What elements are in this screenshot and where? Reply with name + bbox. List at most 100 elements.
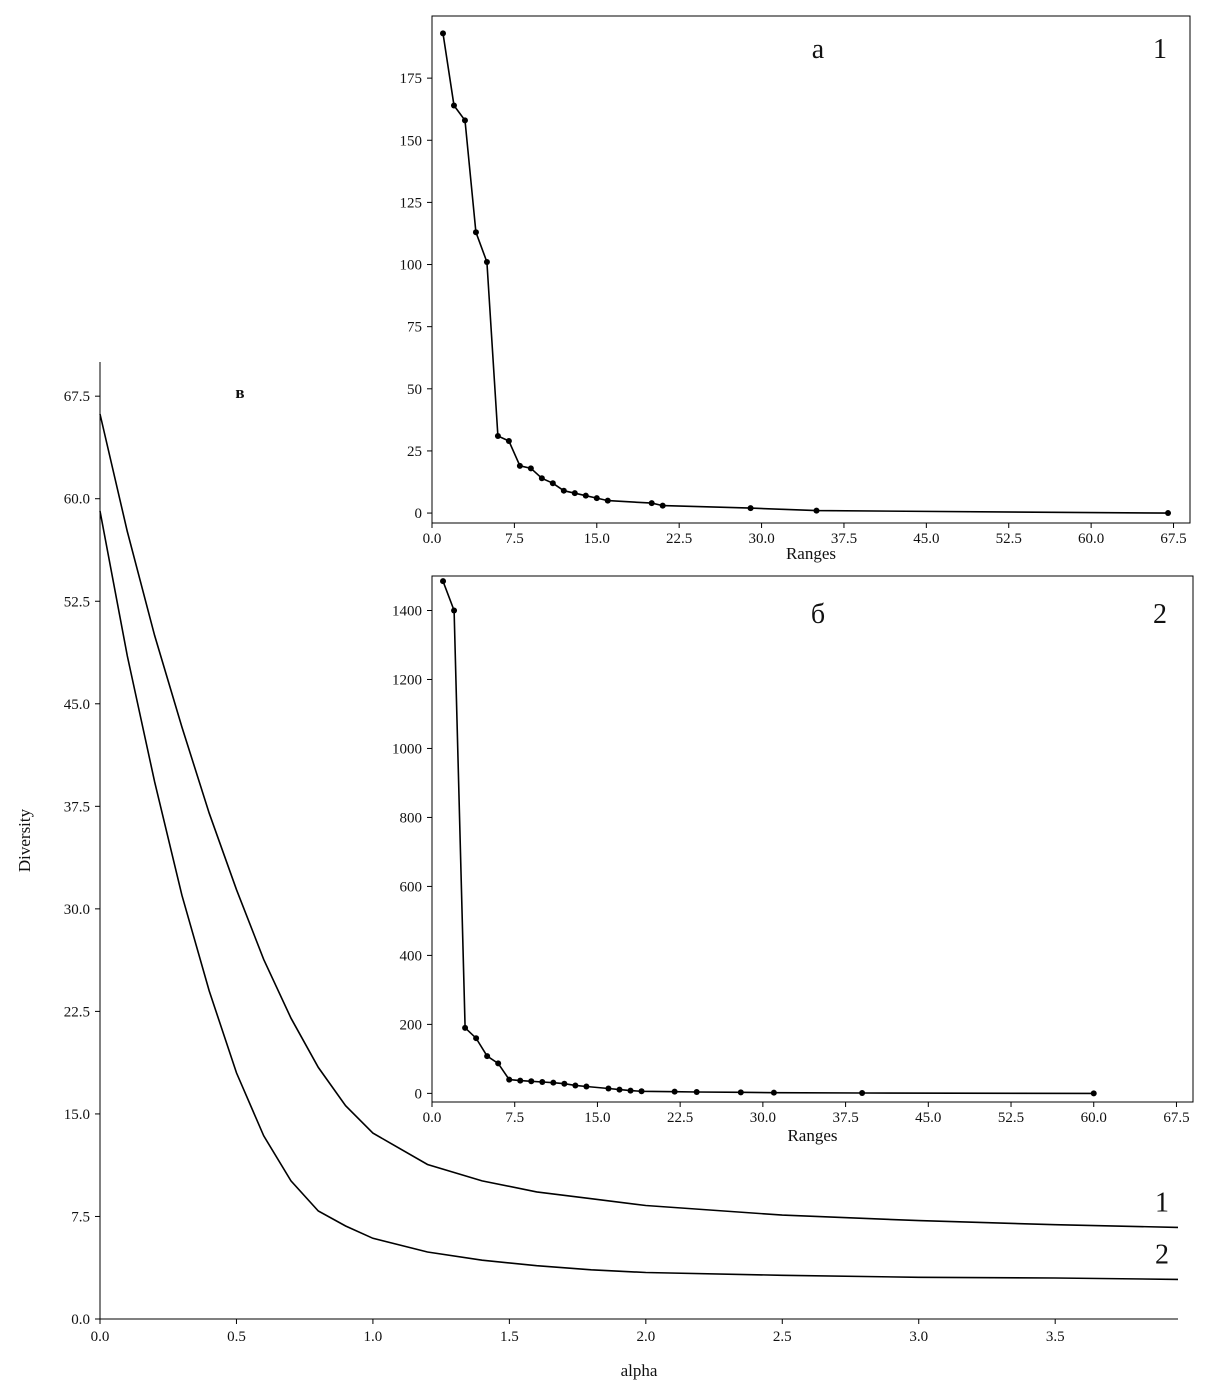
y-axis-label: Diversity: [15, 808, 34, 872]
data-point: [517, 1077, 524, 1084]
curve-label-2: 2: [1153, 599, 1167, 630]
data-point: [737, 1089, 744, 1096]
data-point: [572, 1082, 579, 1089]
data-point: [472, 229, 479, 236]
data-point: [461, 117, 468, 124]
x-tick-label: 2.0: [636, 1329, 655, 1345]
inset-a-plot: 0.0 7.5 15.0 22.5 30.0 37.5 45.0 52.5 60.0 67.5 0 2…: [400, 15, 1191, 563]
x-tick-label: 0.0: [423, 1110, 442, 1126]
x-axis-label: Ranges: [786, 544, 836, 563]
x-tick-label: 37.5: [832, 1110, 858, 1126]
x-tick-label: 0.0: [91, 1329, 110, 1345]
y-tick-label: 200: [400, 1017, 423, 1033]
x-tick-label: 60.0: [1081, 1110, 1107, 1126]
data-point: [462, 1024, 469, 1031]
data-point: [561, 1080, 568, 1087]
y-tick-label: 37.5: [64, 799, 90, 815]
x-tick-label: 1.0: [364, 1329, 383, 1345]
y-tick-label: 600: [400, 879, 423, 895]
data-point: [550, 1079, 557, 1086]
plot-frame: [431, 15, 1191, 524]
data-point: [516, 462, 523, 469]
x-tick-label: 52.5: [996, 531, 1022, 547]
data-point: [605, 1085, 612, 1092]
x-tick-label: 0.0: [423, 531, 442, 547]
data-point: [693, 1088, 700, 1095]
x-tick-label: 22.5: [667, 1110, 693, 1126]
panel-label-b: б: [811, 599, 825, 630]
data-point: [484, 1053, 491, 1060]
y-tick-label: 67.5: [64, 389, 90, 405]
data-point: [616, 1086, 623, 1093]
y-tick-label: 15.0: [64, 1107, 90, 1123]
data-point: [495, 1060, 502, 1067]
data-point: [505, 437, 512, 444]
data-point: [593, 495, 600, 502]
y-tick-label: 52.5: [64, 594, 90, 610]
y-tick-label: 125: [400, 195, 423, 211]
y-tick-label: 75: [407, 320, 422, 336]
y-tick-label: 22.5: [64, 1004, 90, 1020]
data-point: [439, 30, 446, 37]
x-tick-label: 3.5: [1046, 1329, 1065, 1345]
data-point: [1090, 1090, 1097, 1097]
x-tick-label: 7.5: [505, 1110, 524, 1126]
y-tick-label: 100: [400, 258, 423, 274]
data-point: [528, 1078, 535, 1085]
x-tick-label: 7.5: [505, 531, 524, 547]
y-tick-label: 0: [415, 506, 423, 522]
data-point: [450, 102, 457, 109]
y-tick-label: 50: [407, 382, 422, 398]
inset-b-plot: 0.0 7.5 15.0 22.5 30.0 37.5 45.0 52.5 60.0 67.5 0 2…: [392, 575, 1194, 1145]
data-point: [560, 487, 567, 494]
data-point: [483, 259, 490, 266]
data-point: [571, 490, 578, 497]
x-tick-label: 45.0: [913, 531, 939, 547]
panel-label-v: в: [235, 383, 244, 402]
y-tick-label: 45.0: [64, 697, 90, 713]
y-tick-label: 60.0: [64, 492, 90, 508]
x-tick-label: 2.5: [773, 1329, 792, 1345]
data-point: [627, 1087, 634, 1094]
data-point: [638, 1088, 645, 1095]
data-point: [440, 578, 447, 585]
x-tick-label: 60.0: [1078, 531, 1104, 547]
data-point: [494, 433, 501, 440]
data-point: [1165, 510, 1172, 517]
x-tick-label: 67.5: [1160, 531, 1186, 547]
y-tick-label: 1400: [392, 603, 422, 619]
y-tick-label: 0: [415, 1086, 423, 1102]
data-point: [583, 1083, 590, 1090]
x-tick-label: 0.5: [227, 1329, 246, 1345]
curve-label: 2: [1155, 1239, 1169, 1270]
data-point: [859, 1090, 866, 1097]
data-point: [604, 497, 611, 504]
data-point: [648, 500, 655, 507]
x-tick-label: 1.5: [500, 1329, 519, 1345]
series-line: [442, 580, 1094, 1095]
series-line: [99, 413, 1179, 1229]
data-point: [582, 492, 589, 499]
data-point: [473, 1035, 480, 1042]
x-tick-label: 30.0: [750, 1110, 776, 1126]
y-tick-label: 25: [407, 444, 422, 460]
data-point: [549, 480, 556, 487]
main-plot: 0.0 0.5 1.0 1.5 2.0 2.5 3.0 3.5 0.0 7.5 15.0 22.5 30…: [15, 362, 1179, 1380]
plot-frame: [431, 575, 1194, 1103]
curve-label-1: 1: [1153, 34, 1167, 65]
series-line: [99, 510, 1179, 1281]
y-tick-label: 175: [400, 71, 423, 87]
data-point: [659, 502, 666, 509]
data-point: [813, 507, 820, 514]
x-tick-label: 22.5: [666, 531, 692, 547]
x-tick-label: 67.5: [1163, 1110, 1189, 1126]
data-point: [747, 505, 754, 512]
y-tick-label: 150: [400, 133, 423, 149]
y-tick-label: 400: [400, 948, 423, 964]
x-axis-label: Ranges: [787, 1126, 837, 1145]
data-point: [527, 465, 534, 472]
x-tick-label: 30.0: [748, 531, 774, 547]
data-point: [451, 607, 458, 614]
y-tick-label: 1000: [392, 741, 422, 757]
